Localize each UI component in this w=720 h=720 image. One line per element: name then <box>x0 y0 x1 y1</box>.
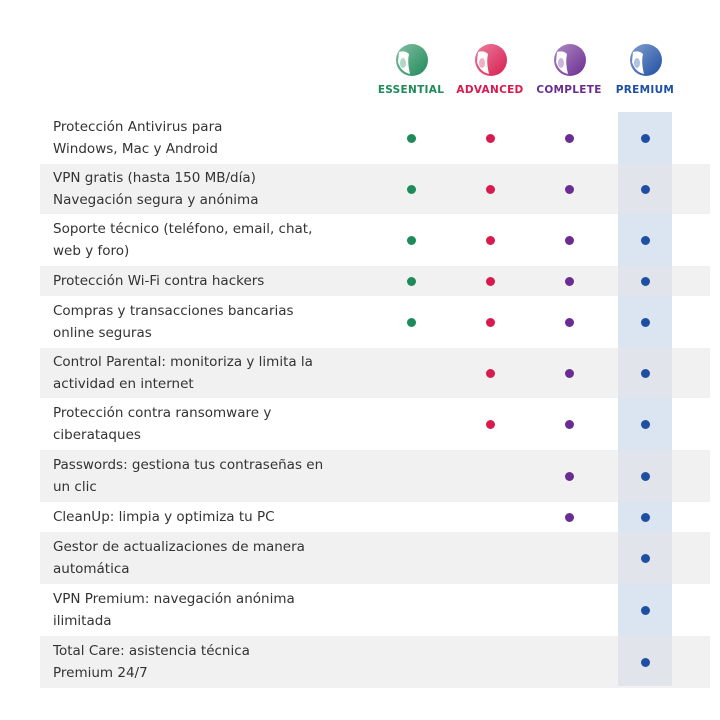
included-dot-advanced <box>485 235 495 245</box>
feature-row: Protección contra ransomware y ciberataq… <box>40 398 710 450</box>
feature-label: Soporte técnico (teléfono, email, chat, … <box>53 221 313 259</box>
plan-name: ESSENTIAL <box>377 84 445 96</box>
included-dot-essential <box>406 184 416 194</box>
included-dot-premium <box>640 605 650 615</box>
included-dot-premium <box>640 317 650 327</box>
included-dot-advanced <box>485 368 495 378</box>
included-dot-essential <box>406 317 416 327</box>
feature-row: VPN Premium: navegación anónima ilimitad… <box>40 584 710 636</box>
feature-label: Control Parental: monitoriza y limita la… <box>53 354 313 392</box>
feature-row: Compras y transacciones bancarias online… <box>40 296 710 348</box>
feature-row: Passwords: gestiona tus contraseñas en u… <box>40 450 710 502</box>
included-dot-essential <box>406 133 416 143</box>
feature-row: CleanUp: limpia y optimiza tu PC <box>40 502 710 532</box>
feature-label: Protección Antivirus para Windows, Mac y… <box>53 119 223 157</box>
included-dot-complete <box>564 471 574 481</box>
feature-label: Gestor de actualizaciones de manera auto… <box>53 539 305 577</box>
included-dot-advanced <box>485 133 495 143</box>
included-dot-advanced <box>485 317 495 327</box>
feature-row: Control Parental: monitoriza y limita la… <box>40 348 710 398</box>
plan-name: ADVANCED <box>456 84 524 96</box>
feature-label: Compras y transacciones bancarias online… <box>53 303 294 341</box>
included-dot-premium <box>640 512 650 522</box>
included-dot-advanced <box>485 419 495 429</box>
feature-label: VPN gratis (hasta 150 MB/día) Navegación… <box>53 170 259 208</box>
included-dot-complete <box>564 184 574 194</box>
feature-row: Soporte técnico (teléfono, email, chat, … <box>40 214 710 266</box>
shield-moon-logo-icon <box>396 44 428 76</box>
included-dot-complete <box>564 512 574 522</box>
plan-premium: PREMIUM <box>600 42 690 96</box>
included-dot-advanced <box>485 276 495 286</box>
shield-moon-logo-icon <box>554 44 586 76</box>
plan-advanced: ADVANCED <box>445 42 535 96</box>
feature-row: Gestor de actualizaciones de manera auto… <box>40 532 710 584</box>
included-dot-premium <box>640 419 650 429</box>
plan-complete: COMPLETE <box>524 42 614 96</box>
feature-label: VPN Premium: navegación anónima ilimitad… <box>53 591 295 629</box>
included-dot-complete <box>564 235 574 245</box>
feature-label: CleanUp: limpia y optimiza tu PC <box>53 509 275 525</box>
feature-label: Total Care: asistencia técnica Premium 2… <box>53 643 250 681</box>
included-dot-complete <box>564 368 574 378</box>
plan-name: COMPLETE <box>536 84 602 96</box>
shield-moon-logo-icon <box>630 44 662 76</box>
included-dot-premium <box>640 235 650 245</box>
feature-label: Protección Wi-Fi contra hackers <box>53 273 265 289</box>
plan-essential: ESSENTIAL <box>366 42 456 96</box>
feature-row: Total Care: asistencia técnica Premium 2… <box>40 636 710 688</box>
included-dot-premium <box>640 276 650 286</box>
included-dot-premium <box>640 471 650 481</box>
included-dot-premium <box>640 368 650 378</box>
included-dot-complete <box>564 317 574 327</box>
included-dot-premium <box>640 553 650 563</box>
feature-label: Passwords: gestiona tus contraseñas en u… <box>53 457 324 495</box>
plan-name: PREMIUM <box>615 84 675 96</box>
included-dot-premium <box>640 657 650 667</box>
included-dot-premium <box>640 184 650 194</box>
included-dot-advanced <box>485 184 495 194</box>
feature-label: Protección contra ransomware y ciberataq… <box>53 405 272 443</box>
included-dot-complete <box>564 419 574 429</box>
shield-moon-logo-icon <box>475 44 507 76</box>
included-dot-complete <box>564 133 574 143</box>
included-dot-premium <box>640 133 650 143</box>
included-dot-essential <box>406 276 416 286</box>
feature-row: Protección Antivirus para Windows, Mac y… <box>40 112 710 164</box>
included-dot-complete <box>564 276 574 286</box>
included-dot-essential <box>406 235 416 245</box>
feature-row: Protección Wi-Fi contra hackers <box>40 266 710 296</box>
feature-row: VPN gratis (hasta 150 MB/día) Navegación… <box>40 164 710 214</box>
